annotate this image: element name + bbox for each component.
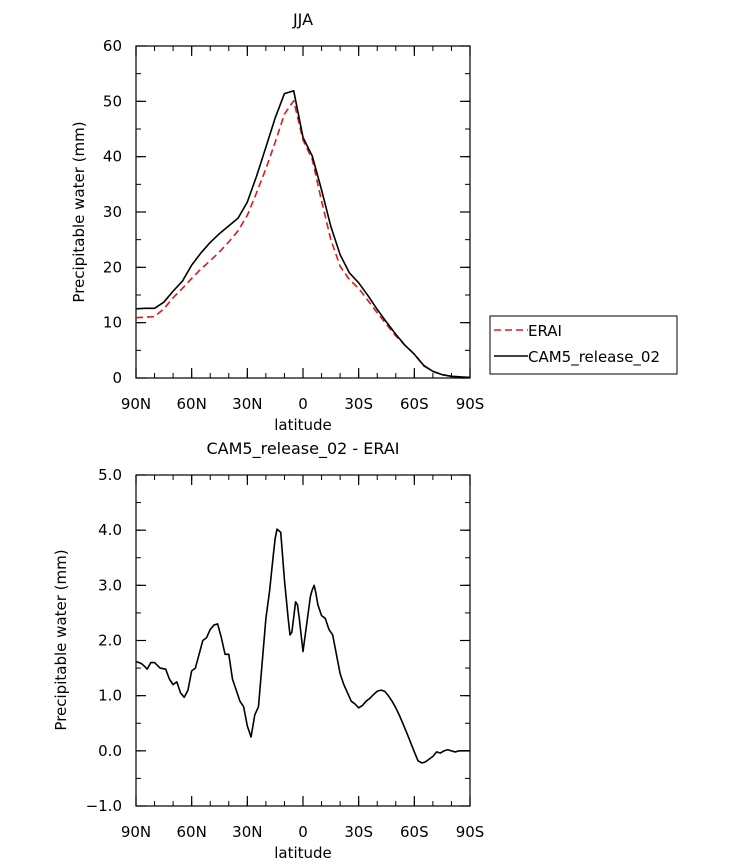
legend-label-cam5-release-02: CAM5_release_02 (528, 348, 660, 367)
panel1-y-tick-label: 0 (112, 369, 122, 387)
panel1-series-line-erai (135, 99, 471, 379)
panel2-x-tick-label: 60S (400, 823, 429, 841)
panel2-y-tick-label: 3.0 (98, 576, 122, 594)
panel1-plot-frame (135, 45, 471, 379)
panel1-x-tick-label: 30N (232, 395, 262, 413)
panel1-x-axis-label: latitude (274, 416, 332, 434)
panel1-x-tick-label: 60N (177, 395, 207, 413)
panel1-y-tick-label: 20 (103, 258, 122, 276)
panel1-y-tick-label: 40 (103, 148, 122, 166)
legend-label-erai: ERAI (528, 322, 562, 340)
panel2-x-tick-label: 60N (177, 823, 207, 841)
panel2-x-tick-label: 90S (456, 823, 485, 841)
panel2-x-tick-label: 90N (121, 823, 151, 841)
panel1-y-tick-label: 30 (103, 203, 122, 221)
panel1-x-tick-label: 0 (298, 395, 308, 413)
panel1-x-tick-label: 90N (121, 395, 151, 413)
panel1-y-tick-label: 60 (103, 37, 122, 55)
panel2-y-tick-label: 4.0 (98, 521, 122, 539)
panel2-plot-frame (135, 474, 471, 807)
panel2-x-axis-label: latitude (274, 844, 332, 862)
panel2-series-line-difference (135, 528, 470, 764)
panel2-y-tick-label: 1.0 (98, 687, 122, 705)
panel1-y-tick-label: 50 (103, 92, 122, 110)
panel1-chart-title: JJA (292, 10, 313, 29)
legend-box (489, 315, 678, 375)
panel2-x-tick-label: 0 (298, 823, 308, 841)
panel1-x-tick-label: 60S (400, 395, 429, 413)
panel2-x-tick-label: 30S (344, 823, 373, 841)
panel1-x-tick-label: 90S (456, 395, 485, 413)
panel2-y-tick-label: −1.0 (86, 797, 122, 815)
panel2-x-tick-label: 30N (232, 823, 262, 841)
panel1-x-tick-label: 30S (344, 395, 373, 413)
panel1-series-line-cam5-release-02 (135, 90, 471, 379)
panel1-y-axis-label: Precipitable water (mm) (70, 121, 88, 302)
panel2-y-tick-label: 2.0 (98, 632, 122, 650)
panel2-y-tick-label: 5.0 (98, 466, 122, 484)
panel2-y-tick-label: 0.0 (98, 742, 122, 760)
panel1-y-tick-label: 10 (103, 314, 122, 332)
panel2-y-axis-label: Precipitable water (mm) (52, 549, 70, 730)
panel2-chart-title: CAM5_release_02 - ERAI (207, 439, 400, 459)
